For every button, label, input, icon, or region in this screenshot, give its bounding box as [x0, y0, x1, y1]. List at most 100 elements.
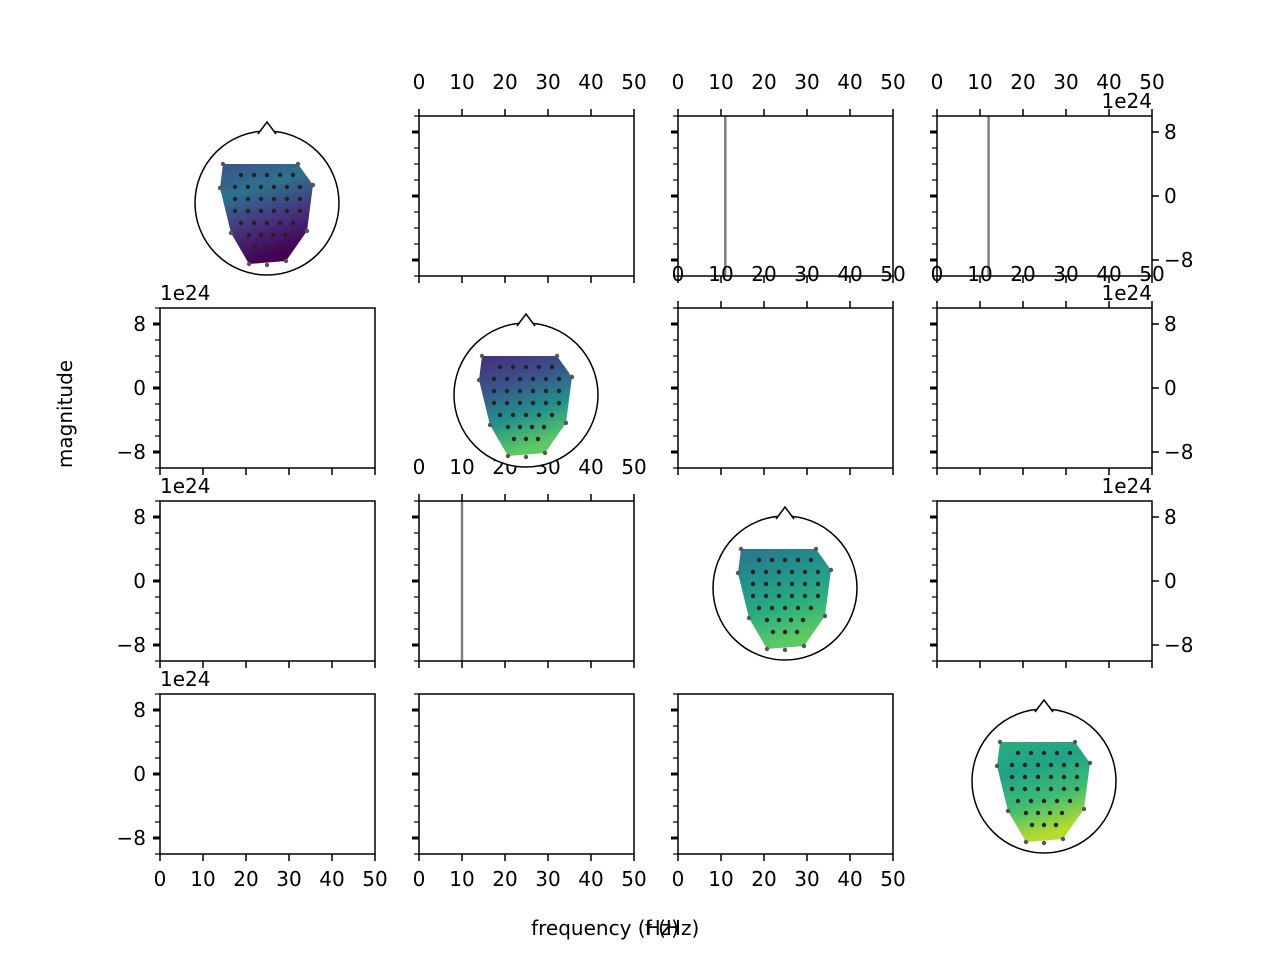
- x-tick-label-top: 20: [1010, 70, 1035, 94]
- axes-frame: [159, 500, 376, 662]
- electrode-dot: [297, 196, 303, 202]
- electrode-dot: [543, 376, 549, 382]
- electrode-dot: [1048, 786, 1054, 792]
- spectrum-panel: 0 10 20 30 40 50: [671, 262, 906, 475]
- electrode-dot: [284, 184, 290, 190]
- electrode-dot: [563, 420, 569, 426]
- spectrum-panel: 0 10 20 30 40 50: [412, 70, 647, 283]
- electrode-dot: [789, 581, 795, 587]
- electrode-dot: [276, 244, 282, 250]
- x-tick-label-top: 50: [1139, 70, 1164, 94]
- electrode-dot: [789, 569, 795, 575]
- x-tick-label-top: 30: [794, 262, 819, 286]
- electrode-dot: [258, 184, 264, 190]
- y-tick-label: −8: [117, 633, 146, 657]
- sensor-field: [997, 742, 1090, 842]
- electrode-dot: [1047, 810, 1053, 816]
- x-tick-label-top: 30: [535, 70, 560, 94]
- y-tick-label: 0: [133, 376, 146, 400]
- scale-offset-label: 1e24: [1102, 89, 1152, 113]
- electrode-dot: [510, 364, 516, 370]
- electrode-dot: [479, 353, 485, 359]
- x-tick-label-top: 20: [492, 70, 517, 94]
- electrode-dot: [776, 593, 782, 599]
- x-tick-label: 10: [190, 867, 215, 891]
- x-tick-label-top: 40: [1096, 70, 1121, 94]
- x-tick-label: 0: [672, 867, 685, 891]
- electrode-dot: [1041, 822, 1047, 828]
- electrode-dot: [828, 567, 834, 573]
- electrode-dot: [569, 374, 575, 380]
- electrode-dot: [277, 172, 283, 178]
- electrode-dot: [504, 400, 510, 406]
- electrode-dot: [270, 232, 276, 238]
- electrode-dot: [251, 220, 257, 226]
- electrode-dot: [1028, 798, 1034, 804]
- x-tick-label: 0: [154, 867, 167, 891]
- electrode-dot: [802, 593, 808, 599]
- scale-offset-label: 1e24: [160, 667, 210, 691]
- electrode-dot: [542, 450, 548, 456]
- electrode-dot: [258, 208, 264, 214]
- electrode-dot: [1048, 762, 1054, 768]
- x-tick-label-top: 20: [751, 262, 776, 286]
- topomap: [971, 698, 1117, 854]
- electrode-dot: [517, 388, 523, 394]
- electrode-dot: [1061, 762, 1067, 768]
- x-tick-label-top: 40: [837, 70, 862, 94]
- electrode-dot: [994, 763, 1000, 769]
- electrode-dot: [554, 353, 560, 359]
- x-tick-label: 50: [621, 867, 646, 891]
- electrode-dot: [815, 581, 821, 587]
- y-tick-label: 8: [1164, 505, 1177, 529]
- electrode-dot: [529, 424, 535, 430]
- x-tick-label-top: 30: [1053, 70, 1078, 94]
- x-tick-label-top: 20: [1010, 262, 1035, 286]
- electrode-dot: [1067, 750, 1073, 756]
- spectrum-panel: −8 0 8 1e24: [930, 474, 1193, 668]
- electrode-dot: [282, 232, 288, 238]
- electrode-dot: [1009, 774, 1015, 780]
- sensor-field: [738, 549, 831, 649]
- electrode-dot: [523, 412, 529, 418]
- electrode-dot: [497, 412, 503, 418]
- electrode-dot: [271, 196, 277, 202]
- sensor-field: [479, 356, 572, 456]
- electrode-dot: [770, 629, 776, 635]
- x-tick-label: 20: [492, 867, 517, 891]
- electrode-dot: [776, 569, 782, 575]
- electrode-dot: [284, 208, 290, 214]
- x-tick-label-top: 0: [931, 262, 944, 286]
- scale-offset-label: 1e24: [1102, 474, 1152, 498]
- electrode-dot: [505, 453, 511, 459]
- electrode-dot: [1009, 786, 1015, 792]
- electrode-dot: [1028, 750, 1034, 756]
- electrode-dot: [1015, 798, 1021, 804]
- electrode-dot: [815, 569, 821, 575]
- electrode-dot: [1067, 798, 1073, 804]
- electrode-dot: [769, 557, 775, 563]
- axes-frame: [418, 693, 635, 855]
- electrode-dot: [815, 593, 821, 599]
- electrode-dot: [782, 629, 788, 635]
- electrode-dot: [271, 184, 277, 190]
- electrode-dot: [217, 185, 223, 191]
- y-tick-label: −8: [117, 826, 146, 850]
- axes-frame: [677, 115, 894, 277]
- electrode-dot: [530, 376, 536, 382]
- electrode-dot: [789, 593, 795, 599]
- electrode-dot: [543, 388, 549, 394]
- electrode-dot: [264, 244, 270, 250]
- y-axis-label: magnitude: [53, 360, 77, 468]
- axes-frame: [936, 500, 1153, 662]
- nose-marker: [775, 505, 795, 520]
- electrode-dot: [801, 643, 807, 649]
- electrode-dot: [1035, 762, 1041, 768]
- electrode-dot: [802, 581, 808, 587]
- x-tick-label-top: 50: [880, 262, 905, 286]
- axes-frame: [418, 115, 635, 277]
- electrode-dot: [763, 593, 769, 599]
